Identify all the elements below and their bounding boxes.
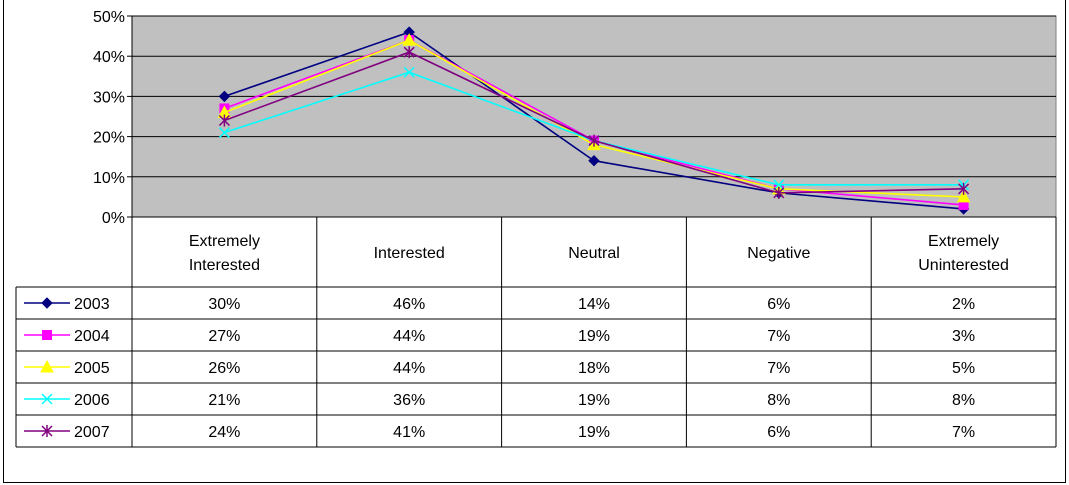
table-cell: 14% <box>578 296 610 313</box>
legend-key-2004 <box>24 330 70 340</box>
y-tick-label: 50% <box>93 9 125 26</box>
marker-stroke <box>403 66 415 78</box>
table-cell: 3% <box>952 328 975 345</box>
table-cell: 30% <box>208 296 240 313</box>
data-point <box>588 134 600 147</box>
table-cell: 18% <box>578 360 610 377</box>
legend-marker <box>41 425 53 437</box>
marker-stroke <box>218 127 230 139</box>
legend-marker <box>41 393 53 405</box>
data-point <box>218 114 230 127</box>
table-cell: 5% <box>952 360 975 377</box>
table-cell: 24% <box>208 424 240 441</box>
data-point <box>403 66 415 78</box>
table-cell: 2% <box>952 296 975 313</box>
data-point <box>773 186 785 199</box>
category-label: Extremely <box>928 233 999 250</box>
table-cell: 7% <box>952 424 975 441</box>
table-cell: 19% <box>578 424 610 441</box>
data-point <box>588 155 600 167</box>
legend-key-2005 <box>24 359 70 373</box>
data-point <box>218 127 230 139</box>
marker-stroke <box>41 393 53 405</box>
table-cell: 41% <box>393 424 425 441</box>
category-label: Uninterested <box>918 257 1009 274</box>
chart-frame <box>3 0 1066 483</box>
data-point <box>402 33 417 46</box>
table-cell: 6% <box>767 424 790 441</box>
table-cell: 46% <box>393 296 425 313</box>
table-cell: 19% <box>578 328 610 345</box>
category-label: Interested <box>374 245 445 262</box>
data-point <box>958 182 970 195</box>
y-tick-label: 0% <box>102 210 125 227</box>
legend-label: 2003 <box>74 296 110 313</box>
category-label: Neutral <box>568 245 620 262</box>
legend-label: 2005 <box>74 360 110 377</box>
y-tick-label: 20% <box>93 130 125 147</box>
plot-area <box>131 15 1057 218</box>
data-point <box>218 90 231 103</box>
table-cell: 7% <box>767 328 790 345</box>
table-cell: 19% <box>578 392 610 409</box>
table-cell: 7% <box>767 360 790 377</box>
category-label: Interested <box>189 257 260 274</box>
data-point <box>403 46 415 59</box>
legend-marker <box>42 330 52 340</box>
legend-label: 2004 <box>74 328 110 345</box>
table-cell: 6% <box>767 296 790 313</box>
marker-stroke <box>773 179 785 191</box>
table-cell: 44% <box>393 360 425 377</box>
legend-marker <box>41 297 53 309</box>
table-cell: 36% <box>393 392 425 409</box>
legend-label: 2006 <box>74 392 110 409</box>
y-tick-label: 40% <box>93 49 125 66</box>
legend-marker <box>40 359 54 373</box>
legend-key-2007 <box>24 425 70 437</box>
data-point <box>773 179 785 191</box>
table-cell: 8% <box>952 392 975 409</box>
legend-key-2003 <box>24 297 70 309</box>
table-cell: 44% <box>393 328 425 345</box>
table-cell: 26% <box>208 360 240 377</box>
legend-key-2006 <box>24 393 70 405</box>
data-point <box>956 189 971 203</box>
legend-label: 2007 <box>74 424 110 441</box>
category-label: Extremely <box>189 233 260 250</box>
table-cell: 8% <box>767 392 790 409</box>
table-cell: 21% <box>208 392 240 409</box>
y-tick-label: 30% <box>93 89 125 106</box>
category-label: Negative <box>747 245 810 262</box>
series-2007 <box>218 46 970 199</box>
table-cell: 27% <box>208 328 240 345</box>
y-tick-label: 10% <box>93 170 125 187</box>
